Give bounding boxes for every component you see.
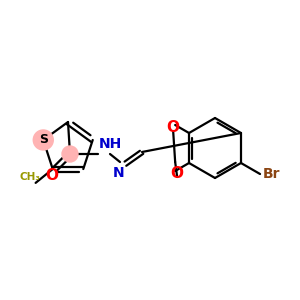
Text: O: O xyxy=(46,167,59,182)
Circle shape xyxy=(62,146,78,162)
Text: N: N xyxy=(113,166,125,180)
Text: NH: NH xyxy=(99,137,122,151)
Text: S: S xyxy=(39,134,48,146)
Text: O: O xyxy=(167,119,180,134)
Text: O: O xyxy=(171,166,184,181)
Text: CH₃: CH₃ xyxy=(19,172,40,182)
Circle shape xyxy=(33,130,53,150)
Text: Br: Br xyxy=(263,167,281,181)
